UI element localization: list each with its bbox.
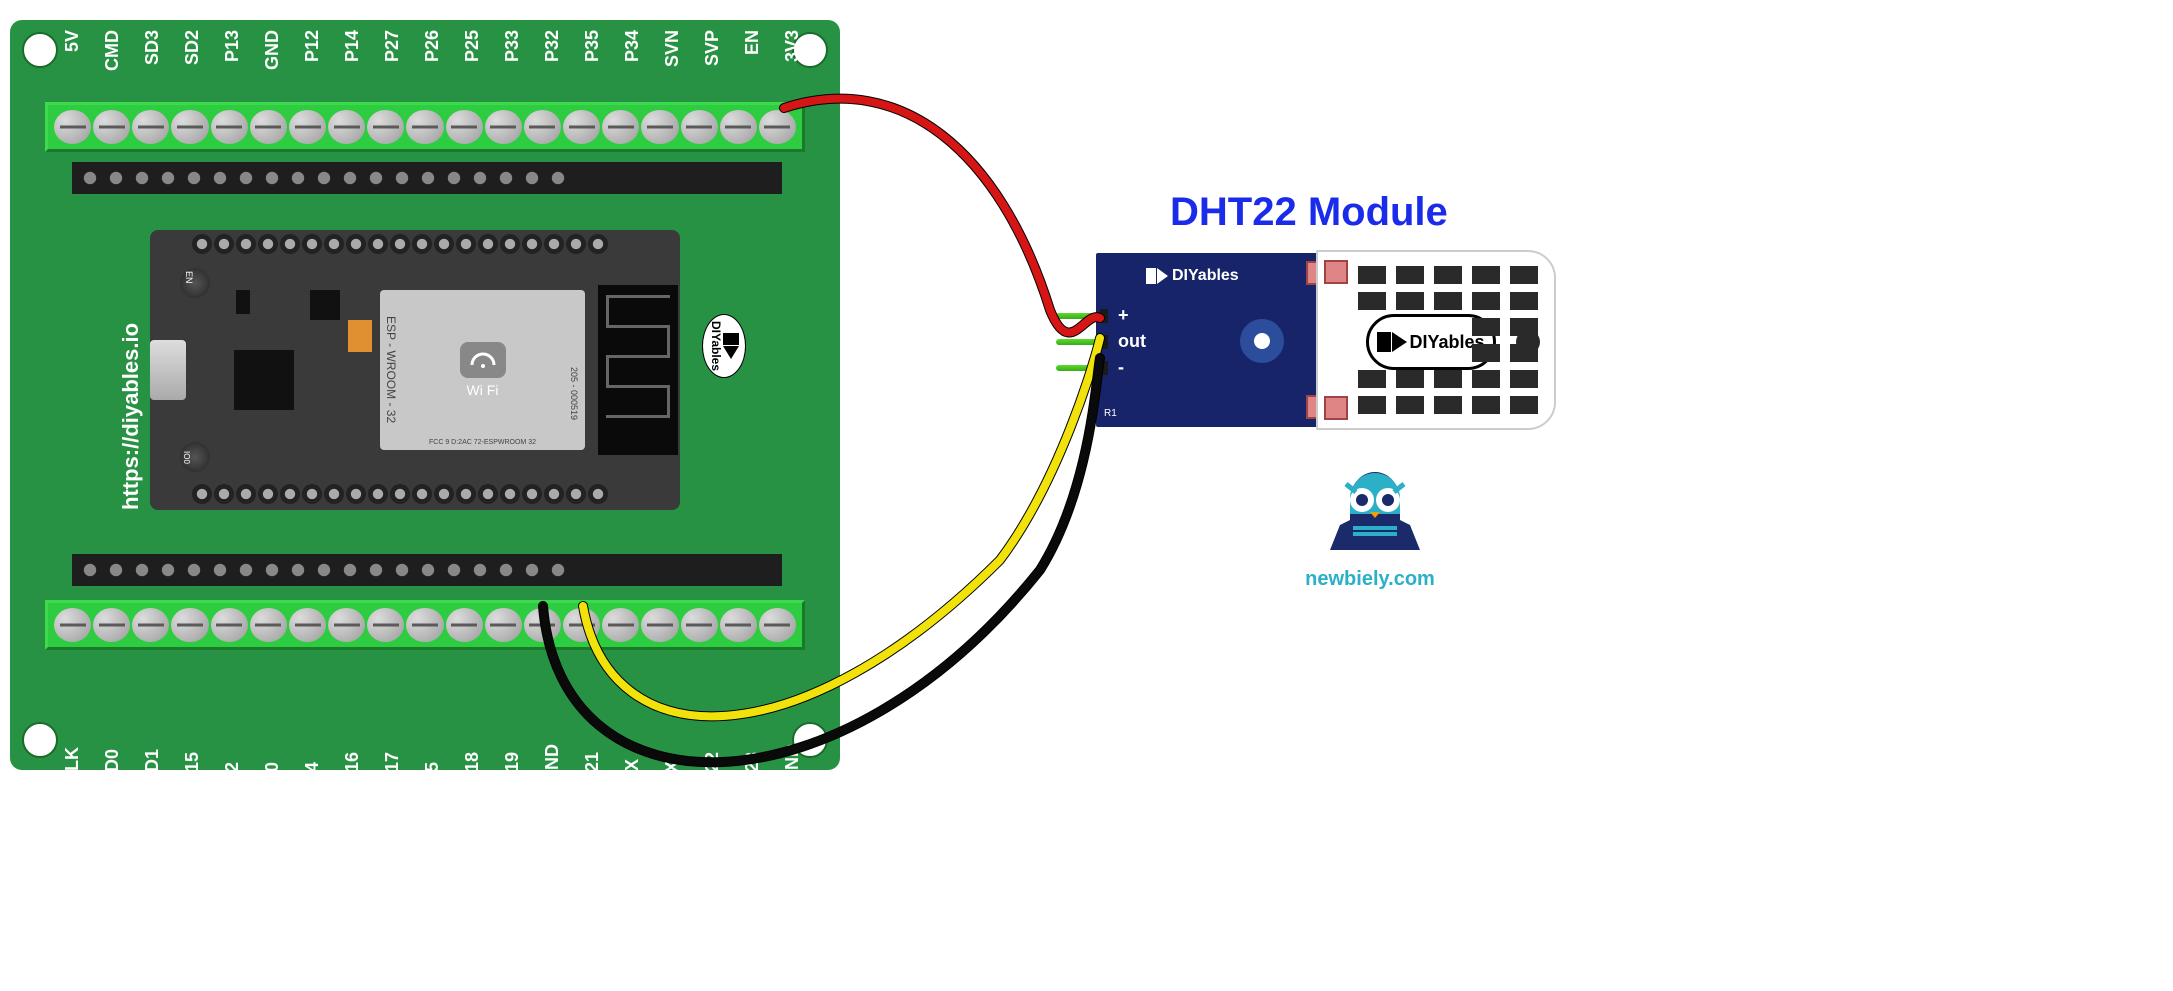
capacitor [1324, 396, 1348, 420]
pin-label: P32 [542, 30, 563, 62]
dht-pin [1056, 339, 1102, 345]
pin-label: P19 [502, 752, 523, 784]
mount-hole [22, 32, 58, 68]
pin-label: P34 [622, 30, 643, 62]
pin-label: P27 [382, 30, 403, 62]
pin-label: P13 [222, 30, 243, 62]
pin-label: P5 [422, 762, 443, 784]
pin-label: P18 [462, 752, 483, 784]
esp-header-bottom [192, 484, 672, 506]
pin-label: GND [262, 30, 283, 70]
pin-label: P17 [382, 752, 403, 784]
bottom-header-strip [72, 554, 782, 586]
pin-label: P21 [582, 752, 603, 784]
chip [234, 350, 294, 410]
chip-sub: 205 - 000519 [569, 367, 579, 420]
wifi-icon [460, 342, 506, 378]
button-label: EN [184, 271, 194, 284]
dht-pin-label: out [1118, 331, 1146, 352]
top-terminal-strip [45, 102, 805, 152]
pin-label: P25 [462, 30, 483, 62]
pin-label: 5V [62, 30, 83, 52]
pin-label: P15 [182, 752, 203, 784]
chip-text: ESP - WROOM - 32 [384, 316, 398, 423]
pin-label: CLK [62, 747, 83, 784]
pin-label: P4 [302, 762, 323, 784]
dht-pin-label: - [1118, 357, 1124, 378]
diyables-oval-logo: DIYables [702, 314, 746, 378]
pin-label: P12 [302, 30, 323, 62]
pin-label: P22 [702, 752, 723, 784]
pin-label: P14 [342, 30, 363, 62]
newbiely-logo: newbiely.com [1280, 470, 1460, 591]
dht22-pcb: DIYables + out - R1 [1096, 253, 1326, 427]
pin-label: P35 [582, 30, 603, 62]
pin-label: P2 [222, 762, 243, 784]
pin-label: SD1 [142, 749, 163, 784]
pin-label: P23 [742, 752, 763, 784]
logo-text: DIYables [709, 321, 723, 371]
wifi-text: Wi Fi [467, 382, 499, 398]
dht-pin [1056, 365, 1102, 371]
pin-label: P26 [422, 30, 443, 62]
pin-label: EN [742, 30, 763, 55]
chip [236, 290, 250, 314]
mount-hole [1240, 319, 1284, 363]
pin-label: P16 [342, 752, 363, 784]
board-url: https://diyables.io [118, 210, 144, 510]
pin-label: SVP [702, 30, 723, 66]
pin-label: SD3 [142, 30, 163, 65]
mount-hole [22, 722, 58, 758]
pin-label: RX [622, 759, 643, 784]
newbiely-text: newbiely.com [1280, 568, 1460, 591]
dht-pin [1056, 313, 1102, 319]
pin-label: P33 [502, 30, 523, 62]
pin-label: GND [782, 744, 803, 784]
pin-label: GND [542, 744, 563, 784]
dht-brand: DIYables [1146, 267, 1239, 285]
dht22-module: DIYables + out - R1 DIYables [1094, 250, 1554, 430]
component [348, 320, 372, 352]
dht22-title: DHT22 Module [1170, 190, 1448, 235]
pin-label: SD2 [182, 30, 203, 65]
pin-label: SVN [662, 30, 683, 67]
button-label: IO0 [182, 451, 191, 464]
capacitor [1324, 260, 1348, 284]
dht22-sensor-body: DIYables [1316, 250, 1556, 430]
dht-pin-label: + [1118, 305, 1129, 326]
pin-label: SD0 [102, 749, 123, 784]
resistor-label: R1 [1104, 408, 1117, 419]
esp-metal-shield: Wi Fi ESP - WROOM - 32 FCC 9 D:2AC 72-ES… [380, 290, 585, 450]
esp-header-top [192, 234, 672, 256]
pin-label: CMD [102, 30, 123, 71]
pin-label: 3V3 [782, 30, 803, 62]
bottom-terminal-strip [45, 600, 805, 650]
antenna [598, 285, 678, 455]
chip-fcc: FCC 9 D:2AC 72-ESPWROOM 32 [429, 439, 536, 446]
owl-icon [1320, 470, 1420, 560]
esp32-module: EN IO0 Wi Fi ESP - WROOM - 32 FCC 9 D:2A… [150, 230, 680, 510]
pin-label: P0 [262, 762, 283, 784]
esp32-expansion-board: https://diyables.io https://newbiely.com… [10, 20, 840, 770]
usb-port [150, 340, 186, 400]
chip [310, 290, 340, 320]
pin-label: TX [662, 761, 683, 784]
top-header-strip [72, 162, 782, 194]
